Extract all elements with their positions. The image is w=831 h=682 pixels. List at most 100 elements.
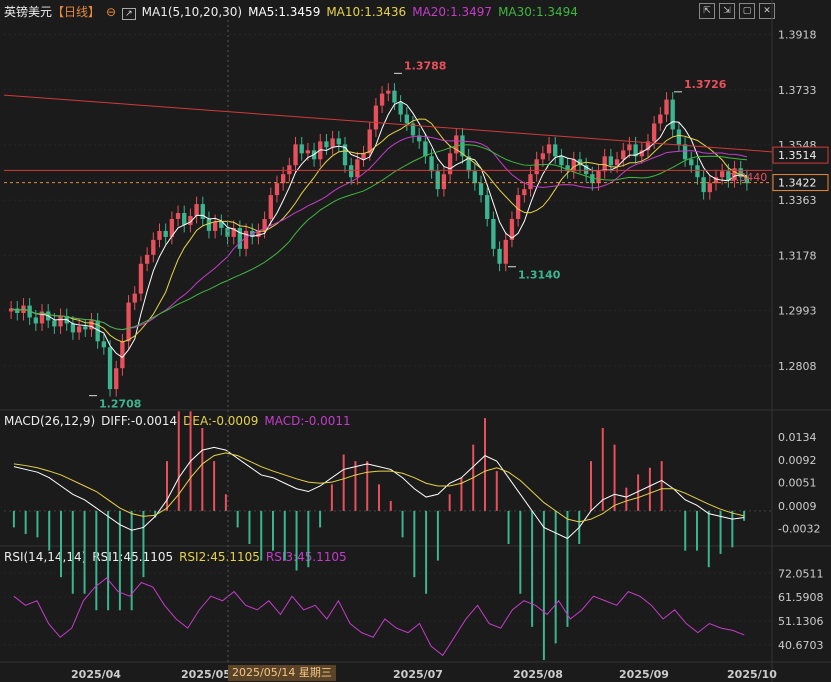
candle [713, 169, 719, 191]
candle-body [274, 183, 280, 196]
macd-dea-line [13, 452, 745, 523]
candle-body [280, 174, 286, 184]
candle [491, 211, 496, 257]
candle-body [571, 159, 576, 172]
candle-body [336, 138, 341, 145]
close-icon[interactable]: ✕ [759, 3, 775, 19]
candle [39, 304, 45, 331]
candle [231, 220, 236, 245]
candle [262, 211, 267, 239]
ma10-line [10, 118, 748, 343]
candle [645, 133, 651, 158]
candle-body [596, 171, 601, 184]
candle-body [534, 159, 539, 175]
candle-body [553, 144, 558, 157]
candle-body [182, 213, 187, 225]
candle [503, 232, 508, 272]
shrink-icon[interactable]: ⇲ [719, 3, 735, 19]
price-tick-label: 1.2808 [778, 360, 817, 373]
candle-body [614, 159, 620, 166]
candle [577, 151, 583, 173]
candle [132, 286, 137, 311]
window-icon[interactable]: ▢ [739, 3, 755, 19]
candle [559, 148, 564, 173]
candle-body [509, 218, 515, 240]
macd-label: MACD(26,12,9) [4, 414, 96, 428]
candle-body [689, 159, 694, 166]
candle [670, 92, 675, 137]
chart-icon[interactable]: ↗ [122, 8, 136, 20]
candle-body [219, 221, 224, 228]
candle-body [237, 227, 243, 249]
candle [361, 145, 366, 167]
candle-body [163, 230, 168, 237]
candle [682, 136, 688, 167]
candle [76, 318, 82, 340]
candle [52, 313, 57, 334]
ma-label: MA1(5,10,20,30) [141, 5, 243, 19]
candle [633, 136, 638, 164]
candle [386, 83, 391, 102]
ma30-value: MA30:1.3494 [498, 5, 578, 19]
candle [243, 223, 249, 257]
macd-panel-header: MACD(26,12,9) DIFF:-0.0014 DEA:-0.0009 MACD… [4, 412, 357, 430]
candle [744, 169, 750, 191]
candle [200, 196, 205, 227]
candle [392, 83, 397, 111]
candle [70, 315, 76, 340]
candle [701, 169, 706, 200]
candle-body [151, 239, 156, 255]
x-tick-label: 2025/05 [181, 668, 231, 681]
macd-tick-label: 0.0134 [778, 431, 817, 444]
settings-icon[interactable]: ⊖ [106, 5, 117, 19]
last-price-box [772, 174, 829, 192]
candle [157, 223, 162, 248]
candle-body [70, 323, 76, 333]
candle [206, 211, 212, 239]
candle-body [608, 156, 614, 166]
expand-icon[interactable]: ⇱ [699, 3, 715, 19]
candle [417, 127, 422, 149]
candle-body [361, 153, 366, 160]
candle-body [33, 317, 38, 324]
candle [107, 339, 113, 397]
candle-body [95, 320, 100, 342]
candle-body [39, 311, 45, 324]
candle [738, 160, 743, 185]
symbol-name[interactable]: 英镑美元 [4, 5, 53, 19]
candle [237, 220, 243, 257]
candle [608, 148, 614, 173]
candle-body [627, 144, 632, 151]
candle-body [472, 171, 478, 184]
candle-body [639, 150, 644, 157]
price-tick-label: 1.3363 [778, 194, 817, 207]
candle-body [417, 135, 422, 142]
candle-body [206, 218, 212, 231]
candle-body [695, 165, 700, 178]
candle [194, 196, 199, 224]
candle [732, 160, 737, 188]
period-label[interactable]: 【日线】 [52, 5, 101, 19]
candle [58, 308, 63, 334]
candle [324, 133, 329, 155]
ma20-value: MA20:1.3497 [412, 5, 493, 19]
candle-body [200, 204, 205, 219]
ma20-line [10, 135, 748, 331]
candle-body [460, 135, 465, 157]
toolbar: ⇱ ⇲ ▢ ✕ [699, 3, 775, 19]
candle-body [188, 216, 193, 225]
candle [95, 313, 100, 349]
candle-body [522, 189, 527, 196]
rsi2-value: RSI2:45.1105 [179, 550, 260, 564]
candle [447, 145, 453, 182]
cursor-date-tooltip: 2025/05/14 星期三 [228, 665, 336, 681]
candle-body [101, 341, 107, 348]
candle [689, 151, 694, 173]
candle [621, 142, 626, 167]
macd-tick-label: 0.0009 [778, 500, 817, 513]
candle-body [144, 254, 150, 264]
candle [534, 151, 539, 182]
candle-body [120, 341, 125, 369]
candle-body [268, 195, 273, 219]
